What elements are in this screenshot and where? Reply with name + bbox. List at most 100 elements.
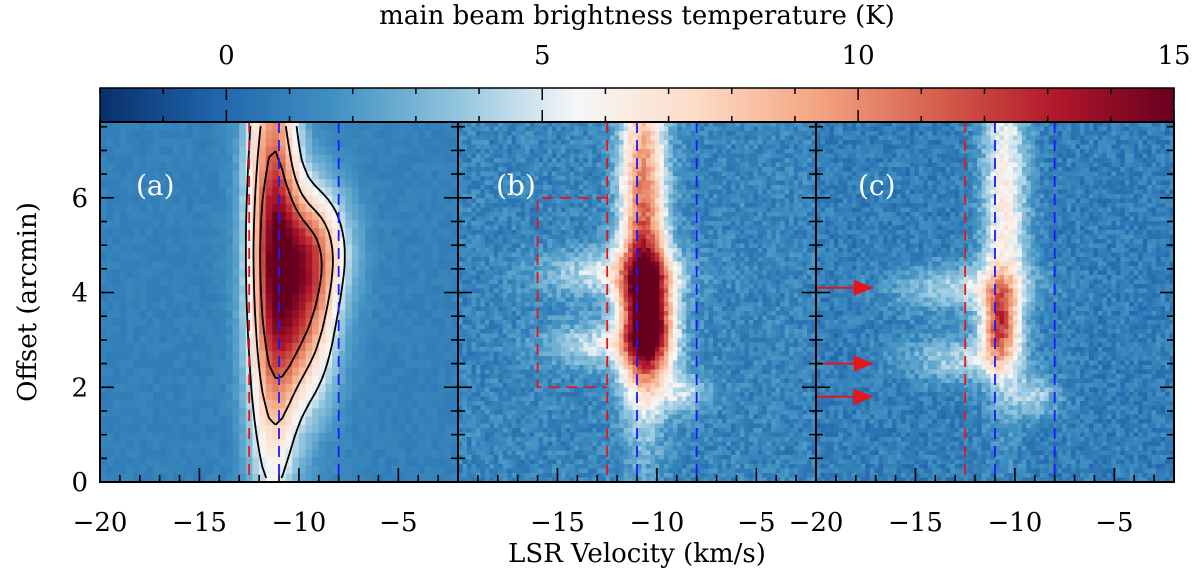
heatmap-cell xyxy=(252,302,260,311)
heatmap-cell xyxy=(748,216,754,222)
heatmap-cell xyxy=(159,162,167,172)
heatmap-cell xyxy=(632,122,638,128)
heatmap-cell xyxy=(424,392,433,401)
heatmap-cell xyxy=(206,310,214,319)
heatmap-cell xyxy=(219,424,227,434)
heatmap-cell xyxy=(704,216,710,222)
heatmap-cell xyxy=(133,449,141,459)
heatmap-cell xyxy=(534,216,540,222)
heatmap-cell xyxy=(587,158,593,164)
heatmap-cell xyxy=(292,130,300,139)
heatmap-cell xyxy=(520,230,526,236)
heatmap-cell xyxy=(543,243,549,249)
heatmap-cell xyxy=(699,261,705,267)
heatmap-cell xyxy=(771,126,777,132)
heatmap-cell xyxy=(338,310,346,319)
heatmap-cell xyxy=(166,146,174,156)
heatmap-cell xyxy=(668,225,674,231)
heatmap-cell xyxy=(695,176,701,182)
heatmap-cell xyxy=(502,221,508,227)
heatmap-cell xyxy=(292,293,300,303)
heatmap-cell xyxy=(378,154,386,164)
heatmap-cell xyxy=(793,140,799,146)
heatmap-cell xyxy=(498,207,504,213)
heatmap-cell xyxy=(560,257,566,263)
heatmap-cell xyxy=(632,257,638,263)
heatmap-cell xyxy=(735,252,741,258)
heatmap-cell xyxy=(780,207,786,213)
heatmap-cell xyxy=(371,212,380,221)
heatmap-cell xyxy=(458,257,464,263)
heatmap-cell xyxy=(239,130,247,139)
heatmap-cell xyxy=(371,408,380,418)
heatmap-cell xyxy=(717,252,723,258)
heatmap-cell xyxy=(159,473,167,482)
heatmap-cell xyxy=(753,135,759,141)
heatmap-cell xyxy=(807,207,813,213)
heatmap-cell xyxy=(444,424,452,434)
heatmap-cell xyxy=(265,277,273,287)
heatmap-cell xyxy=(318,432,327,442)
heatmap-cell xyxy=(489,216,495,222)
heatmap-cell xyxy=(650,189,656,195)
heatmap-cell xyxy=(318,400,327,409)
heatmap-cell xyxy=(206,293,214,303)
heatmap-cell xyxy=(225,203,234,213)
heatmap-cell xyxy=(159,318,167,328)
heatmap-cell xyxy=(735,257,741,263)
heatmap-cell xyxy=(601,221,607,227)
heatmap-cell xyxy=(623,140,629,146)
heatmap-cell xyxy=(365,220,373,229)
heatmap-cell xyxy=(551,176,558,182)
heatmap-cell xyxy=(520,239,526,245)
heatmap-cell xyxy=(365,318,373,328)
heatmap-cell xyxy=(730,234,737,240)
heatmap-cell xyxy=(351,261,360,270)
heatmap-cell xyxy=(365,392,373,401)
heatmap-cell xyxy=(206,318,214,328)
heatmap-cell xyxy=(516,122,522,128)
heatmap-cell xyxy=(404,326,413,336)
heatmap-cell xyxy=(534,257,540,263)
heatmap-cell xyxy=(507,185,513,191)
heatmap-cell xyxy=(259,138,267,148)
heatmap-cell xyxy=(556,230,562,236)
heatmap-cell xyxy=(272,171,280,180)
heatmap-cell xyxy=(153,359,161,369)
heatmap-cell xyxy=(789,189,795,195)
heatmap-cell xyxy=(632,144,638,150)
heatmap-cell xyxy=(672,131,678,137)
heatmap-cell xyxy=(106,318,114,328)
heatmap-cell xyxy=(358,171,366,180)
heatmap-cell xyxy=(489,239,495,245)
heatmap-cell xyxy=(404,285,413,295)
heatmap-cell xyxy=(371,351,380,360)
heatmap-cell xyxy=(780,257,786,263)
heatmap-cell xyxy=(418,310,426,319)
heatmap-cell xyxy=(462,185,468,191)
heatmap-cell xyxy=(525,207,531,213)
heatmap-cell xyxy=(637,122,643,128)
heatmap-cell xyxy=(592,221,598,227)
heatmap-cell xyxy=(199,432,207,442)
heatmap-cell xyxy=(659,126,665,132)
heatmap-cell xyxy=(259,171,267,180)
heatmap-cell xyxy=(735,230,741,236)
heatmap-cell xyxy=(771,225,777,231)
heatmap-cell xyxy=(780,234,786,240)
heatmap-cell xyxy=(285,212,293,221)
heatmap-cell xyxy=(424,277,433,287)
heatmap-cell xyxy=(225,465,234,475)
heatmap-cell xyxy=(318,310,327,319)
heatmap-cell xyxy=(802,149,808,155)
heatmap-cell xyxy=(418,342,426,352)
heatmap-cell xyxy=(471,239,477,245)
heatmap-cell xyxy=(404,195,413,205)
heatmap-cell xyxy=(199,416,207,426)
heatmap-cell xyxy=(704,243,710,249)
heatmap-cell xyxy=(153,293,161,303)
heatmap-cell xyxy=(628,248,634,254)
heatmap-cell xyxy=(166,334,174,344)
heatmap-cell xyxy=(641,167,647,173)
heatmap-cell xyxy=(153,277,161,287)
